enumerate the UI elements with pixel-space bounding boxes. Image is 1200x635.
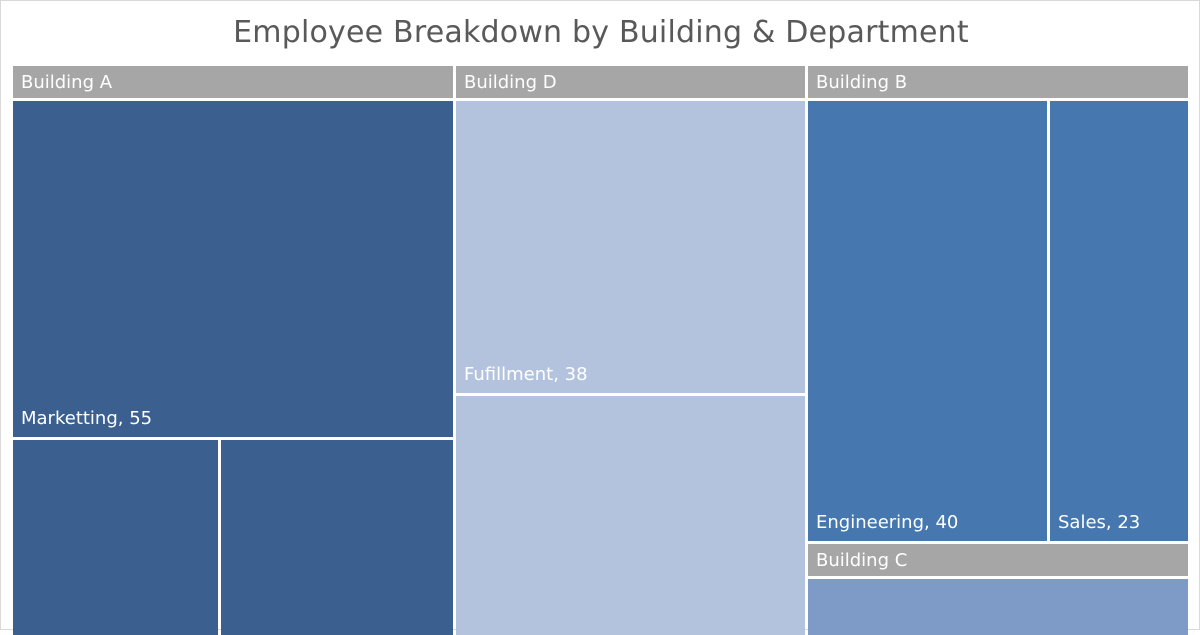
group-header-building-d: Building D: [456, 66, 805, 98]
tile-building-c-item-0: [808, 579, 1188, 635]
group-header-building-a: Building A: [13, 66, 453, 98]
tile-building-a-marketting: Marketting, 55: [13, 101, 453, 437]
group-header-building-c: Building C: [808, 544, 1188, 576]
tile-building-a-item-2: [221, 440, 453, 635]
tile-building-d-item-1: [456, 396, 805, 635]
tile-label: Fufillment, 38: [464, 364, 588, 385]
tile-building-b-sales: Sales, 23: [1050, 101, 1188, 541]
chart-title: Employee Breakdown by Building & Departm…: [233, 15, 969, 50]
group-header-building-b: Building B: [808, 66, 1188, 98]
tile-building-b-engineering: Engineering, 40: [808, 101, 1047, 541]
tile-label: Marketting, 55: [21, 408, 153, 429]
tile-building-a-item-1: [13, 440, 218, 635]
tile-building-d-fufillment: Fufillment, 38: [456, 101, 805, 393]
tile-label: Engineering, 40: [816, 512, 959, 533]
tile-label: Sales, 23: [1058, 512, 1141, 533]
